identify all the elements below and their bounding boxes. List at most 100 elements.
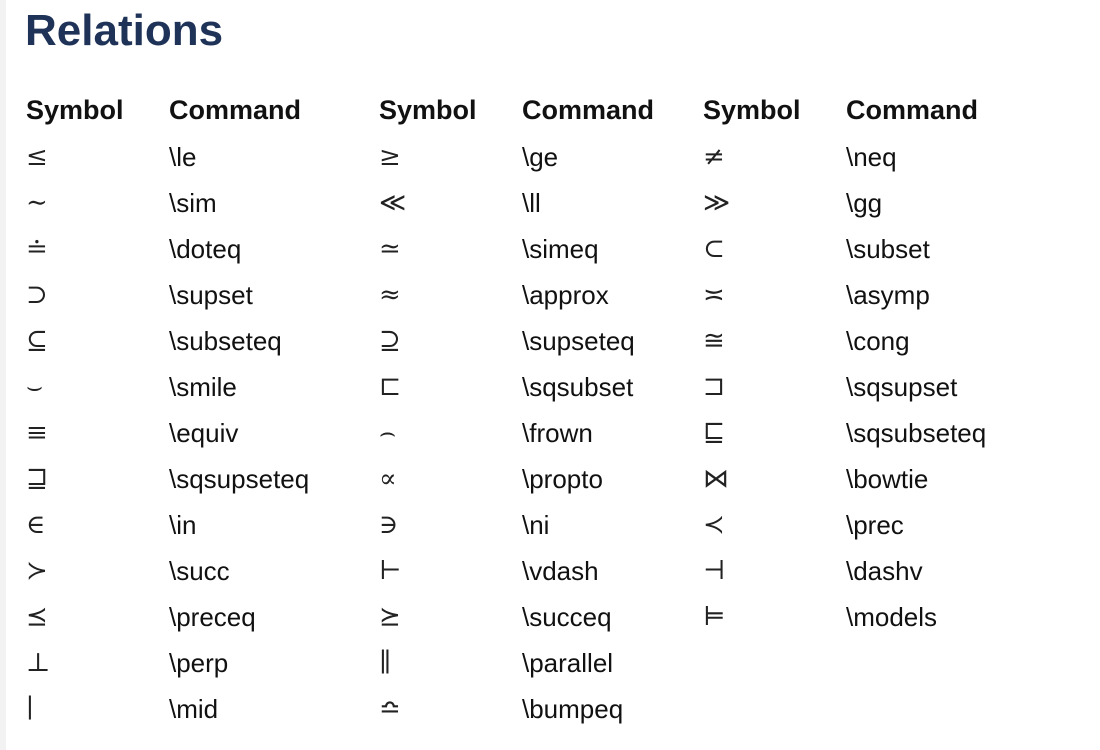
table-row: ∣ \mid ≏ \bumpeq xyxy=(26,686,1066,732)
latex-command: \smile xyxy=(169,371,237,402)
relation-symbol: ≅ xyxy=(703,326,725,356)
latex-command: \sim xyxy=(169,187,217,218)
latex-command: \supseteq xyxy=(522,325,635,356)
command-cell: \smile xyxy=(169,364,379,410)
symbol-cell: ∋ xyxy=(379,502,522,548)
relation-symbol: ⪰ xyxy=(379,602,401,632)
symbol-cell: ≡ xyxy=(26,410,169,456)
latex-command: \sqsupseteq xyxy=(169,463,310,494)
latex-command: \prec xyxy=(846,509,904,540)
relation-symbol: ⊑ xyxy=(703,418,726,448)
command-cell: \equiv xyxy=(169,410,379,456)
header-symbol-1: Symbol xyxy=(26,94,124,125)
table-row: ⊆ \subseteq ⊇ \supseteq ≅ \cong xyxy=(26,318,1066,364)
symbol-cell: ≠ xyxy=(703,134,846,180)
relation-symbol: ∋ xyxy=(379,510,399,540)
symbol-cell: ∼ xyxy=(26,180,169,226)
latex-command: \le xyxy=(169,141,197,172)
relation-symbol: ∣ xyxy=(26,694,34,724)
symbol-cell: ⌣ xyxy=(26,364,169,410)
symbol-cell xyxy=(703,686,846,732)
latex-command: \cong xyxy=(846,325,910,356)
latex-command: \sqsubset xyxy=(522,371,634,402)
header-command-3: Command xyxy=(846,94,979,125)
left-border xyxy=(0,0,6,750)
table-row: ⊥ \perp ∥ \parallel xyxy=(26,640,1066,686)
table-row: ⊃ \supset ≈ \approx ≍ \asymp xyxy=(26,272,1066,318)
symbol-cell: ⊇ xyxy=(379,318,522,364)
relation-symbol: ≫ xyxy=(703,188,731,218)
relation-symbol: ⊏ xyxy=(379,372,402,402)
command-cell: \supseteq xyxy=(522,318,703,364)
relation-symbol: ≻ xyxy=(26,556,48,586)
relation-symbol: ⊒ xyxy=(26,464,49,494)
header-symbol-3: Symbol xyxy=(703,94,801,125)
symbol-cell: ≍ xyxy=(703,272,846,318)
symbol-cell: ⪯ xyxy=(26,594,169,640)
relation-symbol: ≠ xyxy=(703,142,725,172)
command-cell: \sqsubset xyxy=(522,364,703,410)
command-cell: \preceq xyxy=(169,594,379,640)
symbol-cell: ⊆ xyxy=(26,318,169,364)
latex-command: \frown xyxy=(522,417,593,448)
relation-symbol: ∈ xyxy=(26,510,46,540)
symbol-cell: ≻ xyxy=(26,548,169,594)
table-row: ∈ \in ∋ \ni ≺ \prec xyxy=(26,502,1066,548)
symbol-cell: ≈ xyxy=(379,272,522,318)
latex-command: \supset xyxy=(169,279,253,310)
relation-symbol: ≪ xyxy=(379,188,407,218)
symbol-cell: ≅ xyxy=(703,318,846,364)
command-cell: \subseteq xyxy=(169,318,379,364)
command-cell: \bowtie xyxy=(846,456,1066,502)
relation-symbol: ⊃ xyxy=(26,280,48,310)
table-header-row: Symbol Command Symbol Command Symbol Com… xyxy=(26,86,1066,134)
latex-command: \asymp xyxy=(846,279,930,310)
command-cell: \propto xyxy=(522,456,703,502)
latex-command: \propto xyxy=(522,463,603,494)
latex-command: \succeq xyxy=(522,601,612,632)
symbol-cell: ⊢ xyxy=(379,548,522,594)
command-cell: \asymp xyxy=(846,272,1066,318)
command-cell: \dashv xyxy=(846,548,1066,594)
relation-symbol: ⊨ xyxy=(703,602,726,632)
symbol-cell: ∣ xyxy=(26,686,169,732)
header-command-1: Command xyxy=(169,94,302,125)
relation-symbol: ≤ xyxy=(26,142,48,172)
relation-symbol: ≺ xyxy=(703,510,725,540)
relation-symbol: ≈ xyxy=(379,280,401,310)
table-row: ≐ \doteq ≃ \simeq ⊂ \subset xyxy=(26,226,1066,272)
command-cell: \neq xyxy=(846,134,1066,180)
command-cell: \ni xyxy=(522,502,703,548)
table-row: ∼ \sim ≪ \ll ≫ \gg xyxy=(26,180,1066,226)
symbol-cell: ≐ xyxy=(26,226,169,272)
command-cell: \le xyxy=(169,134,379,180)
relation-symbol: ⋈ xyxy=(703,464,729,494)
command-cell: \ll xyxy=(522,180,703,226)
command-cell: \frown xyxy=(522,410,703,456)
symbol-cell: ≥ xyxy=(379,134,522,180)
command-cell: \sqsupseteq xyxy=(169,456,379,502)
latex-command: \dashv xyxy=(846,555,923,586)
table-row: ⌣ \smile ⊏ \sqsubset ⊐ \sqsupset xyxy=(26,364,1066,410)
symbol-cell: ⊥ xyxy=(26,640,169,686)
relation-symbol: ⌢ xyxy=(379,417,397,448)
relation-symbol: ⊂ xyxy=(703,234,725,264)
relation-symbol: ≥ xyxy=(379,142,401,172)
latex-command: \mid xyxy=(169,693,219,724)
command-cell: \gg xyxy=(846,180,1066,226)
command-cell: \succeq xyxy=(522,594,703,640)
table-row: ≻ \succ ⊢ \vdash ⊣ \dashv xyxy=(26,548,1066,594)
latex-command: \ge xyxy=(522,141,559,172)
latex-command: \ni xyxy=(522,509,550,540)
symbol-cell: ⋈ xyxy=(703,456,846,502)
symbol-cell: ⊐ xyxy=(703,364,846,410)
latex-command: \succ xyxy=(169,555,230,586)
latex-command: \equiv xyxy=(169,417,239,448)
latex-command: \parallel xyxy=(522,647,614,678)
symbol-cell: ∈ xyxy=(26,502,169,548)
latex-command: \perp xyxy=(169,647,229,678)
command-cell: \approx xyxy=(522,272,703,318)
latex-command: \sqsupset xyxy=(846,371,958,402)
command-cell: \cong xyxy=(846,318,1066,364)
relation-symbol: ⌣ xyxy=(26,371,44,402)
